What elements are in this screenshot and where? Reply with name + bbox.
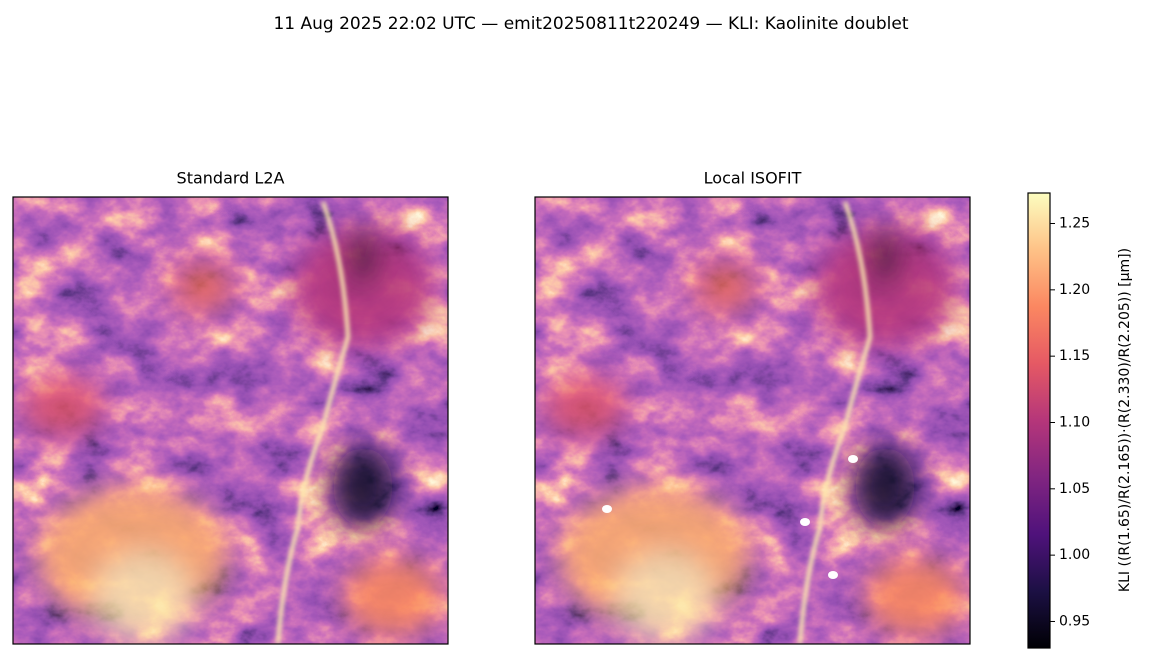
heatmap-image xyxy=(13,197,448,644)
colorbar-tick-label: 1.15 xyxy=(1059,348,1090,364)
panel-image xyxy=(13,197,448,644)
colorbar-gradient xyxy=(1027,192,1051,649)
colorbar-tick-label: 1.10 xyxy=(1059,414,1090,430)
axes-frame xyxy=(12,196,449,645)
colorbar: 0.95 1.00 1.05 1.10 1.15 1.20 1.25 KLI ((R(1.65… xyxy=(1027,192,1133,649)
heatmap-image xyxy=(535,197,970,644)
colorbar-tick-label: 1.20 xyxy=(1059,282,1090,298)
panel-image xyxy=(535,197,970,644)
colorbar-tick-label: 0.95 xyxy=(1059,613,1090,629)
panel-title: Local ISOFIT xyxy=(704,169,802,188)
panel: Standard L2A xyxy=(12,169,449,645)
colorbar-tick-label: 1.05 xyxy=(1059,481,1090,497)
colorbar-tick-label: 1.00 xyxy=(1059,547,1090,563)
colorbar-tick-label: 1.25 xyxy=(1059,216,1090,232)
panels: Standard L2A Local ISOFIT xyxy=(12,169,971,645)
figure-title: 11 Aug 2025 22:02 UTC — emit20250811t220… xyxy=(273,14,908,34)
bright-patch xyxy=(828,571,838,579)
panel-title: Standard L2A xyxy=(177,169,285,188)
bright-patch xyxy=(800,518,810,526)
colorbar-label: KLI ((R(1.65)/R(2.165))·(R(2.330)/R(2.20… xyxy=(1117,248,1133,592)
bright-patch xyxy=(848,455,858,463)
bright-patch xyxy=(602,505,612,513)
panel: Local ISOFIT xyxy=(534,169,971,645)
axes-frame xyxy=(534,196,971,645)
